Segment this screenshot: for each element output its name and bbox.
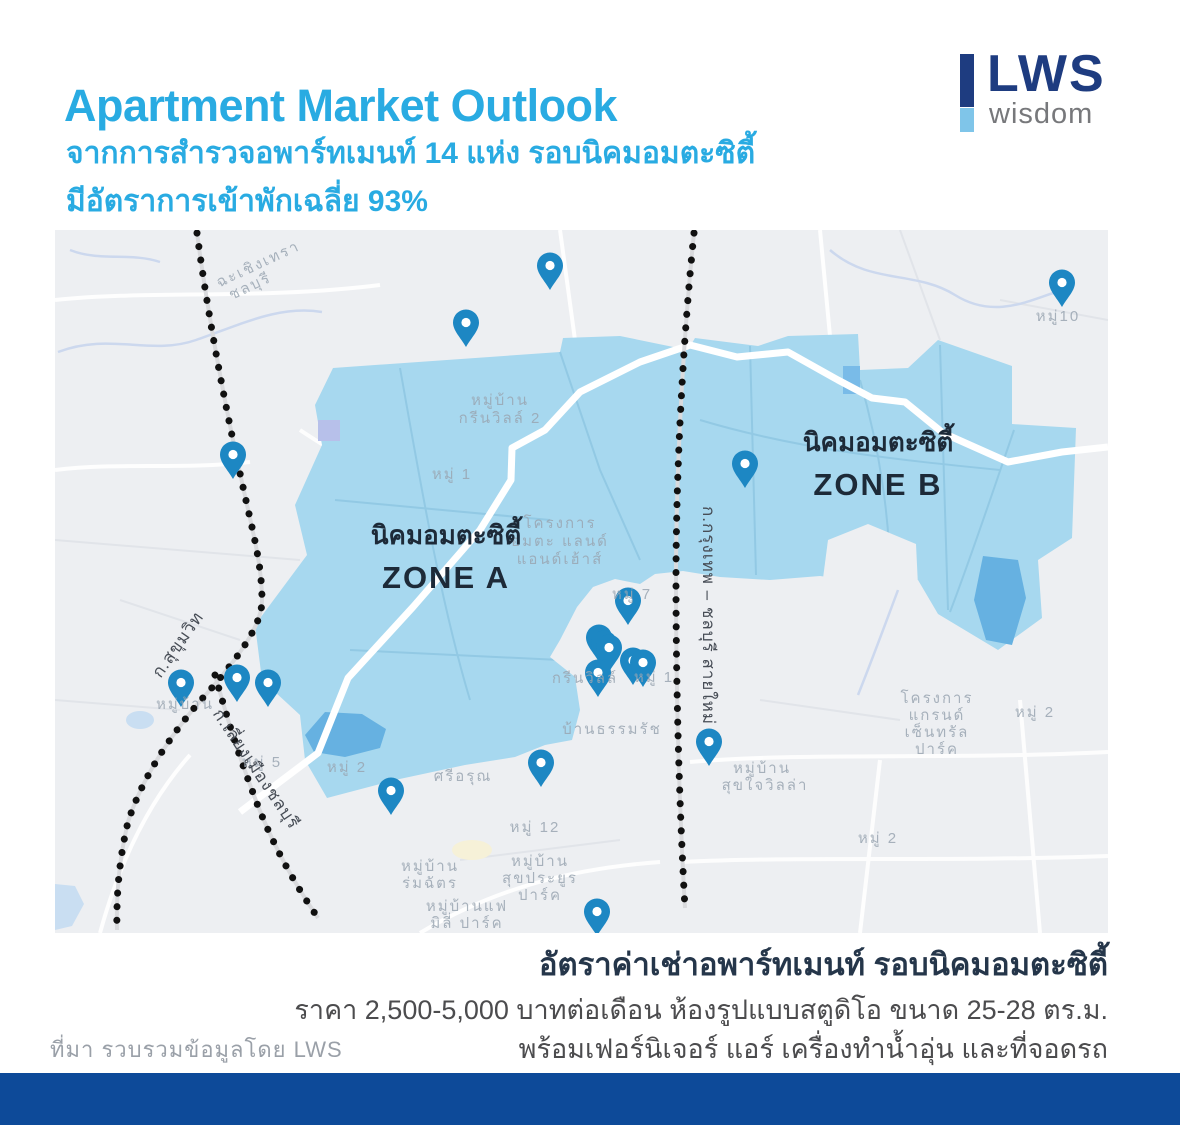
footer-bar <box>0 1073 1180 1125</box>
map-pin <box>224 664 250 702</box>
map-svg <box>55 230 1108 933</box>
pond-bottom-left <box>55 884 84 930</box>
zone-a-en: ZONE A <box>382 560 510 595</box>
map-pin <box>596 634 622 672</box>
main-road <box>237 341 1108 815</box>
lake-zone-a <box>305 712 386 757</box>
map-pin <box>615 587 641 625</box>
zone-polygon <box>255 334 1076 798</box>
zone-a-thai: นิคมอมตะซิตี้ <box>370 520 522 550</box>
logo-bar-icon <box>960 54 974 132</box>
rental-headline: อัตราค่าเช่าอพาร์ทเมนท์ รอบนิคมอมตะซิตี้ <box>538 947 1108 982</box>
map-pin <box>1049 269 1075 307</box>
road-label-new-line: ก.กรุงเทพ – ชลบุรี สายใหม่ <box>699 506 718 726</box>
rental-line-2: พร้อมเฟอร์นิเจอร์ แอร์ เครื่องทำน้ำอุ่น … <box>518 1034 1108 1064</box>
zone-a-label: นิคมอมตะซิตี้ ZONE A <box>371 515 521 596</box>
subtitle-line-2: มีอัตราการเข้าพักเฉลี่ย 93% <box>66 185 428 218</box>
zone-b-en: ZONE B <box>813 467 943 502</box>
source-note: ที่มา รวบรวมข้อมูลโดย LWS <box>50 1037 343 1062</box>
map-pin <box>220 441 246 479</box>
river-lines <box>57 248 1063 696</box>
zone-b-label: นิคมอมตะซิตี้ ZONE B <box>803 422 953 503</box>
lake-zone-b <box>974 556 1026 645</box>
pond-left <box>126 711 154 729</box>
map-pin <box>732 450 758 488</box>
map: ฉะเชิงเทรา ชลบุรี หมู่บ้าน กรีนวิลล์ 2 หมู่ … <box>55 230 1108 933</box>
route-new-line <box>672 230 698 912</box>
route-bypass <box>211 671 322 922</box>
dotted-route-lines <box>113 230 698 933</box>
map-pin <box>696 728 722 766</box>
map-pin <box>584 898 610 933</box>
map-pin <box>378 777 404 815</box>
subtitle-line-1: จากการสำรวจอพาร์ทเมนท์ 14 แห่ง รอบนิคมอม… <box>66 137 756 170</box>
zone-notch <box>822 524 918 586</box>
logo-tagline: wisdom <box>989 98 1094 130</box>
logo-text: LWS <box>987 45 1106 103</box>
rental-line-1: ราคา 2,500-5,000 บาทต่อเดือน ห้องรูปแบบส… <box>294 995 1108 1025</box>
map-pin <box>453 309 479 347</box>
field-yellow <box>452 840 492 860</box>
map-pin <box>528 749 554 787</box>
lws-logo: LWS wisdom <box>960 45 1160 132</box>
map-pin <box>255 669 281 707</box>
parcel-lavender <box>318 420 340 441</box>
map-pin <box>168 669 194 707</box>
pins-layer <box>168 252 1075 933</box>
map-pin <box>537 252 563 290</box>
page-title: Apartment Market Outlook <box>64 80 618 132</box>
map-pin <box>585 659 611 697</box>
map-pin <box>630 649 656 687</box>
zone-b-thai: นิคมอมตะซิตี้ <box>802 427 954 457</box>
